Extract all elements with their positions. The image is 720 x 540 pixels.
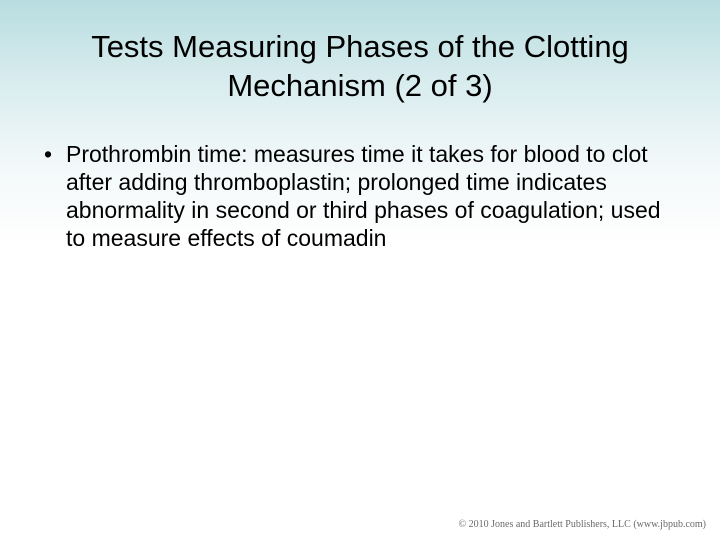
copyright-text: © 2010 Jones and Bartlett Publishers, LL…	[459, 519, 706, 530]
list-item: • Prothrombin time: measures time it tak…	[40, 140, 680, 252]
bullet-list: • Prothrombin time: measures time it tak…	[40, 140, 680, 252]
slide-title: Tests Measuring Phases of the Clotting M…	[40, 28, 680, 106]
bullet-marker-icon: •	[40, 140, 66, 168]
slide-container: Tests Measuring Phases of the Clotting M…	[0, 0, 720, 540]
bullet-text: Prothrombin time: measures time it takes…	[66, 140, 680, 252]
